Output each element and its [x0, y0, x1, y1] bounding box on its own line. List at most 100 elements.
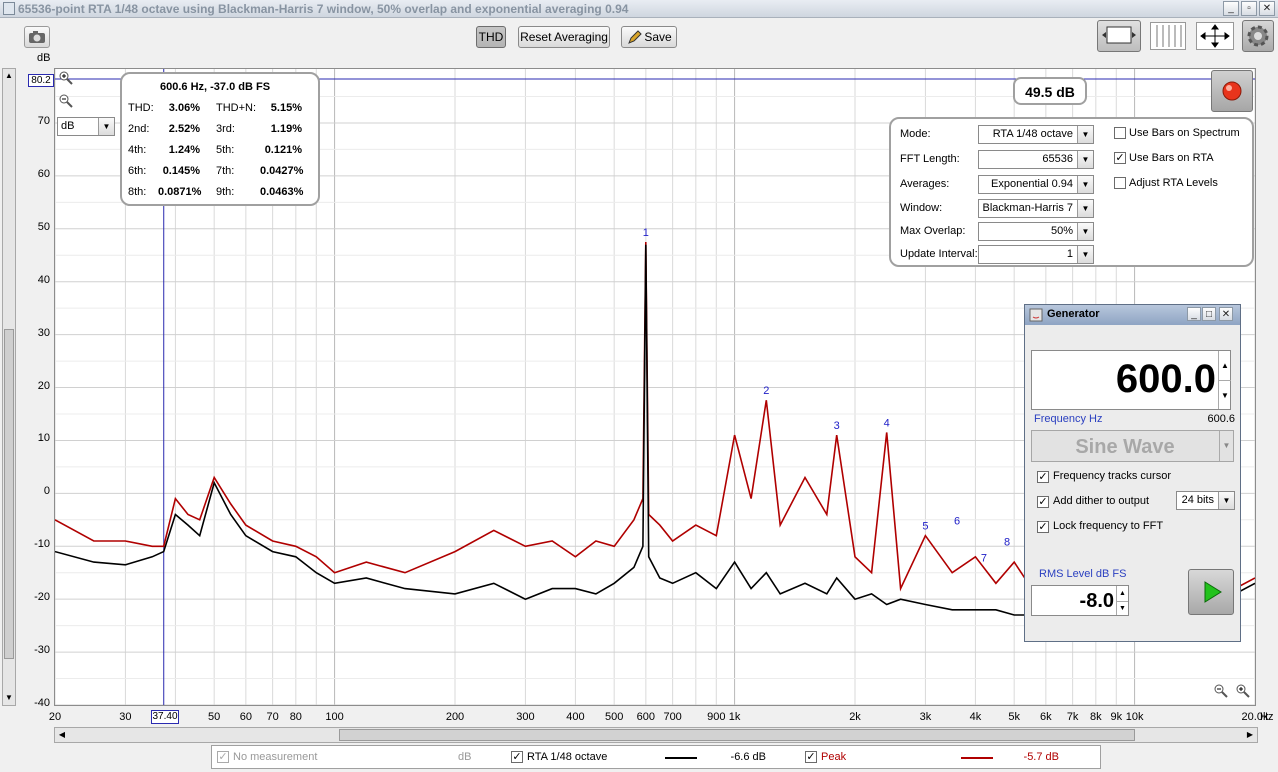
generator-maximize-button[interactable]: □: [1202, 307, 1216, 321]
window-layout-button[interactable]: [1097, 20, 1141, 52]
scroll-left-icon[interactable]: ◀: [58, 730, 66, 739]
settings-button[interactable]: [1242, 20, 1274, 52]
scroll-right-icon[interactable]: ▶: [1246, 730, 1254, 739]
frequency-down-icon[interactable]: ▼: [1218, 380, 1231, 409]
close-button[interactable]: ✕: [1259, 1, 1275, 16]
rta-checkbox[interactable]: ✓: [511, 751, 523, 763]
bars-rta-checkbox[interactable]: ✓: [1114, 152, 1126, 164]
rms-label: RMS Level dB FS: [1039, 568, 1127, 580]
y-tick-label: -10: [34, 538, 50, 551]
frequency-up-icon[interactable]: ▲: [1218, 351, 1231, 380]
x-tick-label: 8k: [1090, 711, 1102, 723]
generator-title-bar[interactable]: Generator _ □ ✕: [1025, 305, 1240, 325]
dither-checkbox[interactable]: ✓: [1037, 496, 1049, 508]
x-tick-label: 10k: [1125, 711, 1144, 723]
scroll-up-icon[interactable]: ▲: [5, 71, 13, 80]
window-value: Blackman-Harris 7: [982, 202, 1073, 214]
generator-window: Generator _ □ ✕ 600.0 ▲ ▼ Frequency Hz 6…: [1024, 304, 1241, 642]
java-icon: [1029, 308, 1043, 322]
unit-select[interactable]: dB ▼: [57, 117, 115, 136]
waveform-select[interactable]: Sine Wave ▼: [1031, 430, 1234, 462]
camera-button[interactable]: [24, 26, 50, 48]
unit-select-value: dB: [61, 120, 75, 132]
thd-row-label: 8th:: [128, 186, 147, 198]
vertical-scroll-thumb[interactable]: [4, 329, 14, 659]
no-measurement-checkbox[interactable]: ✓: [217, 751, 229, 763]
mode-select[interactable]: RTA 1/48 octave ▼: [978, 125, 1094, 144]
thd-row-value: 2.52%: [168, 123, 200, 135]
monitor-icon: [1102, 26, 1136, 44]
minimize-button[interactable]: _: [1223, 1, 1239, 16]
y-tick-label: -40: [34, 697, 50, 709]
bars-spectrum-checkbox[interactable]: [1114, 127, 1126, 139]
x-tick-label: 30: [119, 711, 132, 723]
mode-value: RTA 1/48 octave: [992, 128, 1073, 140]
rta-legend-value: -6.6 dB: [730, 751, 766, 763]
record-icon: [1222, 81, 1242, 101]
max-overlap-select[interactable]: 50% ▼: [978, 222, 1094, 241]
generator-close-button[interactable]: ✕: [1219, 307, 1233, 321]
x-tick-label: 900: [707, 711, 726, 723]
columns-button[interactable]: [1150, 22, 1186, 50]
bars-rta-label: Use Bars on RTA: [1129, 152, 1214, 164]
y-tick-label: 10: [37, 432, 50, 445]
chevron-down-icon: ▼: [1077, 223, 1093, 240]
x-tick-label: 4k: [969, 711, 982, 723]
generator-play-button[interactable]: [1188, 569, 1234, 615]
gear-icon: [1247, 25, 1269, 47]
rms-up-icon[interactable]: ▲: [1116, 586, 1128, 601]
no-measurement-unit: dB: [458, 751, 472, 763]
x-zoom-in-icon[interactable]: [1236, 684, 1250, 698]
dither-label: Add dither to output: [1053, 495, 1150, 507]
vertical-scrollbar[interactable]: ▲ ▼: [2, 68, 16, 706]
y-tick-label: -20: [34, 591, 50, 604]
expand-arrows-icon: [1200, 24, 1230, 48]
reset-averaging-button[interactable]: Reset Averaging: [518, 26, 610, 48]
y-tick-label: -30: [34, 644, 50, 657]
x-tick-label: 20.0k: [1241, 711, 1269, 723]
frequency-field[interactable]: 600.0 ▲ ▼: [1031, 350, 1231, 410]
harmonic-marker-1: 1: [643, 227, 649, 239]
x-tick-label: 5k: [1008, 711, 1020, 723]
zoom-out-icon[interactable]: [59, 94, 73, 108]
columns-icon: [1156, 25, 1182, 47]
horizontal-scrollbar[interactable]: ◀ ▶: [54, 727, 1258, 743]
x-tick-label: 400: [566, 711, 585, 723]
x-tick-label: 300: [516, 711, 535, 723]
x-tick-label: 9k: [1110, 711, 1123, 723]
window-select[interactable]: Blackman-Harris 7 ▼: [978, 199, 1094, 218]
rms-field[interactable]: -8.0 ▲ ▼: [1031, 585, 1129, 616]
save-label: Save: [644, 30, 672, 44]
harmonic-marker-6: 6: [954, 515, 960, 527]
thd-row-value: 3.06%: [168, 102, 200, 114]
fit-button[interactable]: [1196, 22, 1234, 50]
peak-checkbox[interactable]: ✓: [805, 751, 817, 763]
generator-minimize-button[interactable]: _: [1187, 307, 1201, 321]
averages-select[interactable]: Exponential 0.94 ▼: [978, 175, 1094, 194]
harmonic-marker-2: 2: [763, 385, 769, 397]
y-tick-label: 30: [37, 326, 50, 339]
rms-down-icon[interactable]: ▼: [1116, 601, 1128, 615]
thd-row-label: 4th:: [128, 144, 147, 156]
horizontal-scroll-thumb[interactable]: [339, 729, 1135, 741]
restore-button[interactable]: ▫: [1241, 1, 1257, 16]
dither-bits-select[interactable]: 24 bits ▼: [1176, 491, 1235, 510]
record-button[interactable]: [1211, 70, 1253, 112]
title-bar: 65536-point RTA 1/48 octave using Blackm…: [0, 0, 1278, 18]
level-readout: 49.5 dB: [1013, 77, 1087, 105]
thd-panel: 600.6 Hz, -37.0 dB FS THD: 3.06% THD+N: 5.1…: [120, 72, 320, 206]
save-button[interactable]: Save: [621, 26, 677, 48]
thd-row-value: 0.0463%: [260, 186, 304, 198]
dither-bits-value: 24 bits: [1181, 494, 1214, 506]
thd-button[interactable]: THD: [476, 26, 506, 48]
adjust-rta-checkbox[interactable]: [1114, 177, 1126, 189]
x-zoom-out-icon[interactable]: [1214, 684, 1228, 698]
tracks-cursor-checkbox[interactable]: ✓: [1037, 471, 1049, 483]
x-tick-label: 60: [239, 711, 252, 723]
zoom-in-icon[interactable]: [59, 71, 73, 85]
update-interval-select[interactable]: 1 ▼: [978, 245, 1094, 264]
camera-icon: [29, 31, 45, 43]
lock-frequency-checkbox[interactable]: ✓: [1037, 521, 1049, 533]
scroll-down-icon[interactable]: ▼: [5, 693, 13, 702]
fft-length-select[interactable]: 65536 ▼: [978, 150, 1094, 169]
